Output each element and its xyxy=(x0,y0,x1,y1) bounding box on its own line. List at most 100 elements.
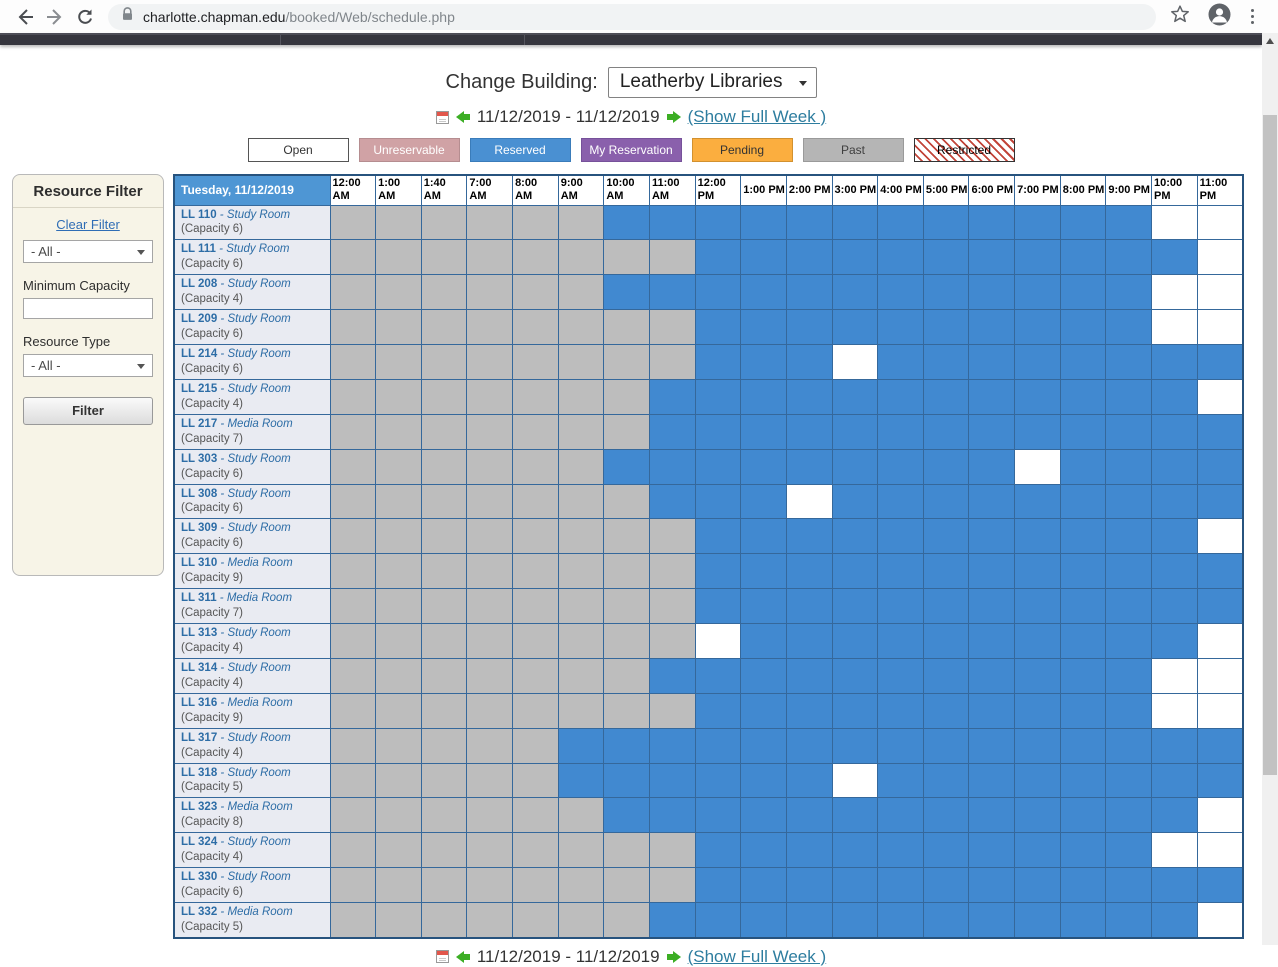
slot-open[interactable] xyxy=(1196,797,1244,834)
slot-reserved[interactable] xyxy=(922,309,970,345)
slot-open[interactable] xyxy=(1196,518,1244,555)
slot-reserved[interactable] xyxy=(968,378,1016,415)
room-code-link[interactable]: LL 214 xyxy=(181,348,218,360)
slot-reserved[interactable] xyxy=(603,448,650,485)
slot-reserved[interactable] xyxy=(785,553,833,590)
slot-reserved[interactable] xyxy=(831,727,879,764)
slot-reserved[interactable] xyxy=(877,274,924,311)
slot-reserved[interactable] xyxy=(694,762,742,799)
slot-reserved[interactable] xyxy=(877,762,924,799)
slot-reserved[interactable] xyxy=(1196,448,1244,485)
slot-reserved[interactable] xyxy=(877,797,924,834)
slot-reserved[interactable] xyxy=(968,588,1016,624)
slot-reserved[interactable] xyxy=(968,867,1016,903)
slot-reserved[interactable] xyxy=(922,518,970,555)
slot-reserved[interactable] xyxy=(694,448,742,485)
slot-reserved[interactable] xyxy=(694,309,742,345)
slot-reserved[interactable] xyxy=(922,448,970,485)
slot-reserved[interactable] xyxy=(1105,692,1153,729)
slot-reserved[interactable] xyxy=(922,623,970,659)
slot-reserved[interactable] xyxy=(1014,344,1061,380)
slot-reserved[interactable] xyxy=(1014,378,1061,415)
slot-reserved[interactable] xyxy=(877,483,924,520)
back-icon[interactable] xyxy=(10,3,40,31)
room-code-link[interactable]: LL 209 xyxy=(181,313,218,326)
prev-day-arrow-icon[interactable] xyxy=(455,950,470,963)
slot-reserved[interactable] xyxy=(968,483,1016,520)
slot-open[interactable] xyxy=(1196,657,1244,694)
slot-reserved[interactable] xyxy=(1196,483,1244,520)
slot-reserved[interactable] xyxy=(1105,762,1153,799)
slot-reserved[interactable] xyxy=(922,553,970,590)
room-code-link[interactable]: LL 309 xyxy=(181,522,218,535)
slot-reserved[interactable] xyxy=(922,797,970,834)
slot-reserved[interactable] xyxy=(877,378,924,415)
room-code-link[interactable]: LL 332 xyxy=(181,906,218,918)
slot-reserved[interactable] xyxy=(1059,623,1107,659)
room-code-link[interactable]: LL 316 xyxy=(181,696,218,709)
slot-reserved[interactable] xyxy=(740,448,787,485)
slot-reserved[interactable] xyxy=(785,727,833,764)
slot-reserved[interactable] xyxy=(694,692,742,729)
address-bar[interactable]: charlotte.chapman.edu/booked/Web/schedul… xyxy=(108,3,1156,30)
slot-reserved[interactable] xyxy=(877,239,924,276)
slot-reserved[interactable] xyxy=(603,762,650,799)
slot-reserved[interactable] xyxy=(922,692,970,729)
slot-reserved[interactable] xyxy=(1151,239,1198,276)
room-code-link[interactable]: LL 217 xyxy=(181,417,218,430)
min-capacity-input[interactable] xyxy=(23,298,153,319)
slot-reserved[interactable] xyxy=(968,901,1016,939)
slot-reserved[interactable] xyxy=(922,344,970,380)
slot-reserved[interactable] xyxy=(1151,762,1198,799)
slot-reserved[interactable] xyxy=(877,448,924,485)
slot-reserved[interactable] xyxy=(740,378,787,415)
clear-filter-link[interactable]: Clear Filter xyxy=(56,217,120,232)
slot-reserved[interactable] xyxy=(922,832,970,869)
slot-reserved[interactable] xyxy=(603,797,650,834)
slot-open[interactable] xyxy=(1196,309,1244,345)
slot-open[interactable] xyxy=(1014,448,1061,485)
slot-reserved[interactable] xyxy=(740,553,787,590)
filter-button[interactable]: Filter xyxy=(23,397,153,425)
profile-avatar-icon[interactable] xyxy=(1208,3,1231,31)
slot-reserved[interactable] xyxy=(1014,309,1061,345)
calendar-icon[interactable] xyxy=(435,110,449,124)
slot-reserved[interactable] xyxy=(968,553,1016,590)
slot-reserved[interactable] xyxy=(1014,413,1061,450)
slot-reserved[interactable] xyxy=(740,762,787,799)
slot-reserved[interactable] xyxy=(694,832,742,869)
slot-reserved[interactable] xyxy=(740,239,787,276)
slot-reserved[interactable] xyxy=(1059,727,1107,764)
slot-reserved[interactable] xyxy=(968,692,1016,729)
slot-reserved[interactable] xyxy=(1105,239,1153,276)
slot-open[interactable] xyxy=(1196,901,1244,939)
slot-reserved[interactable] xyxy=(740,867,787,903)
resource-type-select[interactable]: - All - xyxy=(23,354,153,377)
slot-reserved[interactable] xyxy=(648,762,696,799)
show-full-week-link[interactable]: (Show Full Week ) xyxy=(687,107,827,126)
slot-reserved[interactable] xyxy=(968,204,1016,241)
slot-reserved[interactable] xyxy=(831,309,879,345)
room-code-link[interactable]: LL 303 xyxy=(181,452,218,465)
slot-reserved[interactable] xyxy=(694,588,742,624)
slot-reserved[interactable] xyxy=(1151,901,1198,939)
slot-reserved[interactable] xyxy=(694,657,742,694)
slot-reserved[interactable] xyxy=(1105,448,1153,485)
slot-reserved[interactable] xyxy=(1059,483,1107,520)
slot-reserved[interactable] xyxy=(968,657,1016,694)
slot-reserved[interactable] xyxy=(1059,413,1107,450)
slot-reserved[interactable] xyxy=(694,901,742,939)
slot-reserved[interactable] xyxy=(877,204,924,241)
slot-reserved[interactable] xyxy=(831,378,879,415)
slot-reserved[interactable] xyxy=(648,483,696,520)
slot-reserved[interactable] xyxy=(648,413,696,450)
slot-reserved[interactable] xyxy=(1014,274,1061,311)
slot-reserved[interactable] xyxy=(648,378,696,415)
slot-open[interactable] xyxy=(1151,832,1198,869)
slot-reserved[interactable] xyxy=(648,657,696,694)
slot-reserved[interactable] xyxy=(1059,378,1107,415)
slot-reserved[interactable] xyxy=(740,692,787,729)
slot-reserved[interactable] xyxy=(785,762,833,799)
slot-reserved[interactable] xyxy=(785,518,833,555)
slot-reserved[interactable] xyxy=(785,692,833,729)
